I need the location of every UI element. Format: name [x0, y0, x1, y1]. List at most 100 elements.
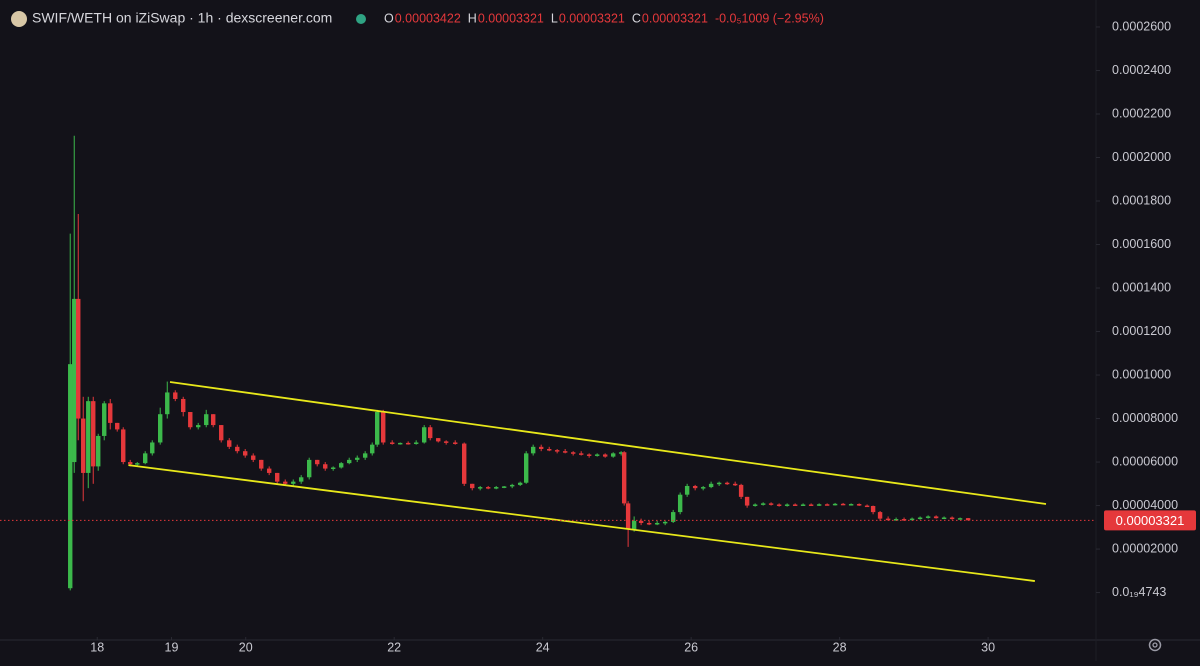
candle-body — [784, 504, 790, 506]
candle-body — [188, 412, 193, 428]
candle-body — [925, 516, 931, 518]
status-dot — [356, 14, 366, 24]
candle-body — [165, 392, 170, 415]
candle-body — [864, 505, 870, 508]
candle-body — [662, 521, 668, 524]
candle-body — [323, 464, 328, 469]
candle-body — [611, 453, 616, 457]
y-tick-label: 0.0₁₉4743 — [1112, 585, 1166, 599]
candle-body — [618, 452, 624, 454]
legend-value: 0.00003321 — [478, 11, 544, 25]
candle-body — [72, 298, 77, 463]
candle-body — [421, 427, 427, 443]
candle-body — [631, 520, 637, 530]
candle-body — [227, 440, 232, 447]
candle-body — [181, 398, 186, 413]
candle-body — [470, 483, 475, 489]
candle-body — [158, 414, 163, 443]
candle-body — [670, 512, 676, 522]
legend-value: 0.00003422 — [395, 11, 461, 25]
y-tick-label: 0.0002600 — [1112, 19, 1171, 33]
candle-body — [792, 504, 798, 506]
candle-body — [965, 518, 971, 521]
candle-body — [752, 504, 758, 506]
candle-body — [800, 504, 806, 506]
candle-body — [724, 482, 730, 485]
candle-body — [298, 477, 304, 482]
x-tick-label: 22 — [387, 640, 401, 654]
candle-body — [405, 442, 411, 445]
candle-body — [949, 517, 955, 520]
candle-body — [443, 441, 449, 443]
candle-body — [381, 412, 386, 443]
x-tick-label: 28 — [833, 640, 847, 654]
candle-body — [135, 463, 140, 465]
candle-body — [330, 467, 336, 469]
candle-body — [917, 517, 923, 520]
candle-body — [477, 487, 483, 489]
candle-body — [530, 446, 536, 454]
candle-body — [462, 443, 467, 484]
candle-body — [877, 512, 883, 519]
candle-body — [901, 519, 907, 521]
candle-body — [91, 401, 96, 467]
candle-body — [389, 442, 395, 444]
legend-key: L — [551, 11, 558, 25]
x-tick-label: 30 — [981, 640, 995, 654]
candle-body — [362, 453, 368, 458]
candle-body — [570, 452, 576, 454]
candle-body — [840, 503, 846, 506]
candle-body — [76, 298, 81, 419]
candle-body — [428, 427, 433, 439]
candle-body — [259, 459, 264, 469]
candle-body — [501, 486, 507, 488]
y-tick-label: 0.0001000 — [1112, 367, 1171, 381]
candle-body — [235, 446, 240, 452]
chart-title: SWIF/WETH on iZiSwap · 1h · dexscreener.… — [32, 10, 332, 26]
candle-body — [870, 505, 876, 513]
candle-body — [485, 487, 491, 489]
candle-body — [856, 504, 862, 506]
candle-body — [547, 449, 552, 451]
candle-body — [219, 425, 224, 441]
candle-body — [760, 503, 766, 505]
legend-value: 0.00003321 — [559, 11, 625, 25]
candle-body — [102, 403, 107, 436]
candle-body — [211, 414, 216, 426]
candle-body — [808, 504, 814, 506]
legend-key: H — [468, 11, 477, 25]
settings-icon[interactable] — [1148, 638, 1162, 652]
candle-body — [744, 496, 750, 506]
x-tick-label: 18 — [90, 640, 104, 654]
candle-body — [374, 412, 380, 445]
y-tick-label: 0.0002000 — [1112, 150, 1171, 164]
gear-hub — [1152, 642, 1158, 648]
legend-value: 0.00003321 — [642, 11, 708, 25]
candle-body — [494, 487, 499, 489]
candle-body — [453, 442, 458, 444]
candle-body — [315, 459, 320, 465]
candle-body — [832, 503, 838, 506]
candle-body — [251, 455, 256, 460]
candle-body — [523, 453, 529, 483]
x-tick-label: 24 — [536, 640, 550, 654]
candle-body — [150, 442, 155, 454]
candle-body — [654, 522, 660, 525]
candle-body — [677, 494, 683, 513]
candle-body — [283, 481, 288, 484]
candle-body — [625, 503, 631, 530]
candle-body — [885, 518, 891, 521]
candle-body — [115, 422, 120, 430]
candle-body — [413, 442, 419, 444]
candle-body — [86, 401, 91, 473]
candle-body — [909, 518, 915, 521]
candle-body — [306, 459, 312, 478]
y-tick-label: 0.0001400 — [1112, 280, 1171, 294]
candle-body — [941, 517, 947, 520]
candle-body — [621, 452, 627, 504]
candle-body — [848, 504, 854, 506]
last-price-label: 0.00003321 — [1116, 513, 1185, 528]
candle-body — [768, 503, 774, 505]
